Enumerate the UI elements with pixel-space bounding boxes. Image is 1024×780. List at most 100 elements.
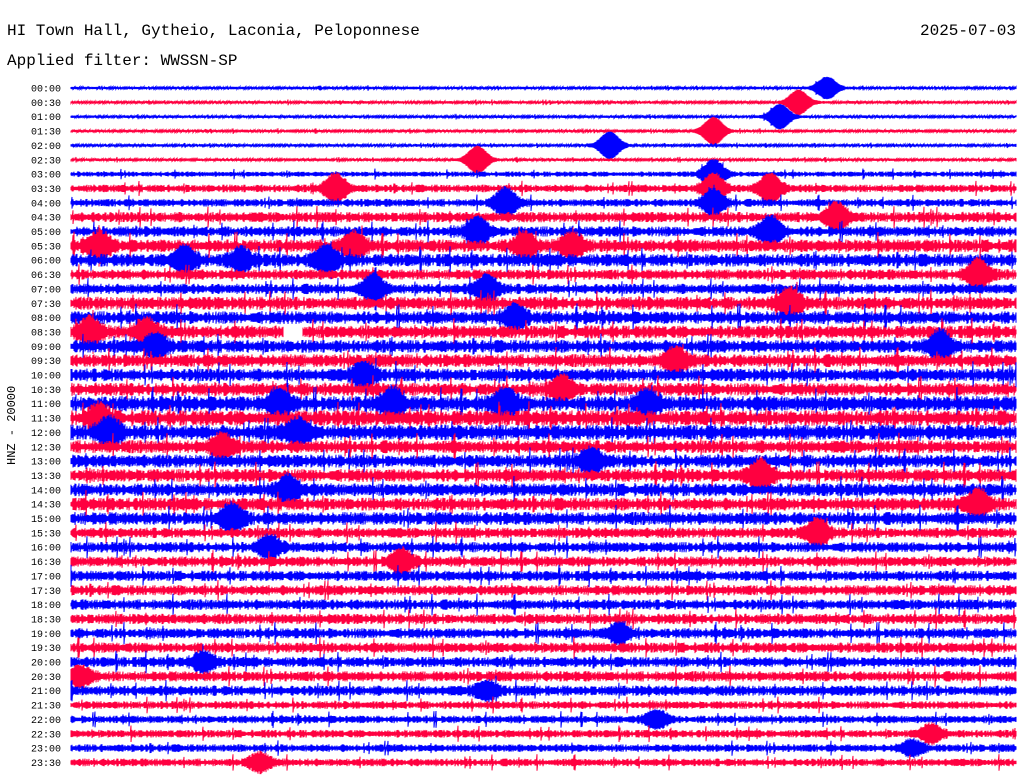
row-time-label: 00:00 [31, 85, 61, 96]
row-time-label: 08:00 [31, 314, 61, 325]
trace-line [70, 472, 1017, 508]
trace-line [70, 116, 1017, 146]
row-time-label: 01:00 [31, 113, 61, 124]
station-title: HI Town Hall, Gytheio, Laconia, Peloponn… [7, 22, 420, 40]
trace-line [70, 250, 1017, 299]
row-time-label: 12:00 [31, 429, 61, 440]
trace-line [70, 267, 1017, 311]
row-time-label: 16:00 [31, 544, 61, 555]
row-time-label: 16:30 [31, 558, 61, 569]
trace-line [70, 722, 1017, 746]
trace-line [70, 621, 1017, 646]
trace-line [70, 708, 1017, 731]
row-time-label: 12:30 [31, 443, 61, 454]
row-time-label: 18:30 [31, 615, 61, 626]
trace-line [70, 516, 1017, 549]
trace-line [70, 636, 1017, 659]
row-time-label: 17:30 [31, 587, 61, 598]
trace-line [70, 644, 1017, 680]
trace-line [70, 579, 1017, 601]
row-time-label: 09:30 [31, 357, 61, 368]
trace-line [70, 241, 1017, 280]
trace-line [70, 76, 1017, 100]
trace-line [70, 225, 1017, 267]
row-time-label: 00:30 [31, 99, 61, 110]
trace-line [70, 750, 1017, 775]
trace-line [70, 414, 1017, 451]
trace-line [70, 593, 1017, 616]
row-time-label: 05:30 [31, 242, 61, 253]
filter-label: Applied filter: WWSSN-SP [7, 52, 238, 70]
row-time-label: 22:30 [31, 730, 61, 741]
trace-line [70, 184, 1017, 221]
trace-line [70, 214, 1017, 249]
row-time-label: 22:00 [31, 716, 61, 727]
record-date: 2025-07-03 [919, 22, 1016, 40]
row-time-label: 01:30 [31, 128, 61, 139]
trace-line [70, 104, 1017, 130]
row-time-label: 23:00 [31, 745, 61, 756]
trace-line [70, 159, 1017, 190]
row-time-label: 11:30 [31, 415, 61, 426]
row-time-label: 03:30 [31, 185, 61, 196]
trace-line [70, 696, 1017, 714]
trace-line [70, 171, 1017, 206]
trace-line [70, 546, 1017, 578]
trace-line [70, 533, 1017, 562]
trace-line [70, 89, 1017, 116]
row-time-label: 23:30 [31, 759, 61, 770]
trace-line [70, 309, 1017, 354]
row-time-label: 13:30 [31, 472, 61, 483]
row-time-label: 03:00 [31, 171, 61, 182]
trace-line [70, 675, 1017, 706]
trace-line [70, 400, 1017, 436]
trace-line [70, 664, 1017, 689]
row-time-label: 14:30 [31, 501, 61, 512]
row-time-label: 07:30 [31, 300, 61, 311]
row-time-label: 15:00 [31, 515, 61, 526]
row-time-label: 19:00 [31, 630, 61, 641]
trace-line [70, 430, 1017, 463]
row-time-label: 15:30 [31, 529, 61, 540]
row-time-label: 07:00 [31, 285, 61, 296]
row-time-label: 10:30 [31, 386, 61, 397]
trace-line [70, 281, 1017, 325]
row-time-label: 19:30 [31, 644, 61, 655]
row-time-label: 02:30 [31, 156, 61, 167]
trace-line [70, 456, 1017, 495]
row-time-label: 21:30 [31, 702, 61, 713]
row-time-label: 11:00 [31, 400, 61, 411]
trace-line [70, 301, 1017, 334]
row-time-label: 05:00 [31, 228, 61, 239]
trace-line [70, 201, 1017, 234]
trace-line [70, 500, 1017, 537]
row-time-label: 20:00 [31, 659, 61, 670]
row-time-label: 20:30 [31, 673, 61, 684]
row-time-label: 02:00 [31, 142, 61, 153]
trace-line [70, 382, 1017, 425]
row-time-label: 21:00 [31, 687, 61, 698]
row-time-label: 14:00 [31, 486, 61, 497]
trace-line [70, 564, 1017, 588]
row-time-label: 13:00 [31, 458, 61, 469]
row-time-label: 04:30 [31, 214, 61, 225]
trace-line [70, 145, 1017, 175]
row-time-label: 09:00 [31, 343, 61, 354]
trace-line [70, 445, 1017, 477]
row-time-label: 18:00 [31, 601, 61, 612]
row-time-label: 06:00 [31, 257, 61, 268]
row-time-label: 06:30 [31, 271, 61, 282]
trace-line [70, 607, 1017, 631]
row-time-label: 17:00 [31, 572, 61, 583]
trace-line [70, 327, 1017, 366]
row-time-label: 08:30 [31, 328, 61, 339]
row-time-label: 04:00 [31, 199, 61, 210]
trace-line [70, 737, 1017, 759]
trace-line [70, 373, 1017, 406]
trace-line [70, 357, 1017, 393]
trace-line [70, 343, 1017, 378]
trace-line [70, 131, 1017, 160]
row-time-label: 10:00 [31, 372, 61, 383]
